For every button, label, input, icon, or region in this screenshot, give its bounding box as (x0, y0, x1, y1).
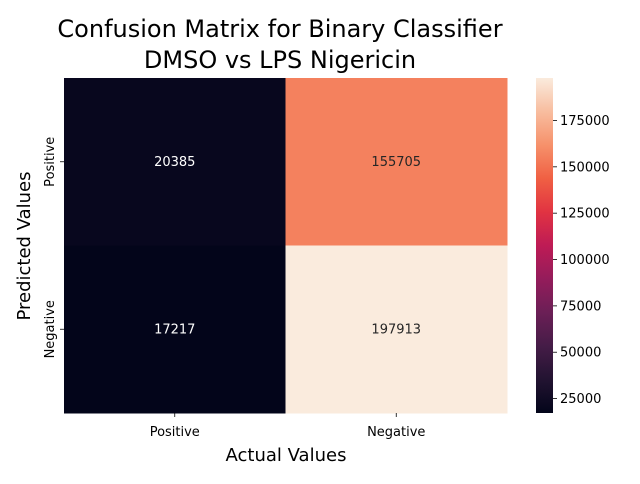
colorbar-tick-label: 150000 (560, 160, 610, 175)
x-axis-ticks: Positive Negative (150, 413, 425, 440)
heatmap-cell-labels: 20385 155705 17217 197913 (154, 155, 421, 338)
y-axis-ticks: Positive Negative (43, 137, 64, 358)
colorbar-tick-label: 125000 (560, 207, 610, 222)
heatmap-cell (285, 245, 508, 414)
cell-value-label: 20385 (154, 155, 195, 170)
cell-value-label: 197913 (371, 322, 421, 337)
y-axis-label: Predicted Values (14, 171, 35, 320)
heatmap-cell (64, 78, 286, 246)
colorbar-tick-label: 175000 (560, 114, 610, 129)
colorbar-tick-label: 50000 (560, 346, 601, 361)
colorbar (536, 78, 553, 413)
chart-title-line-2: DMSO vs LPS Nigericin (144, 46, 416, 74)
colorbar-tick-label: 25000 (560, 392, 601, 407)
colorbar-tick-label: 75000 (560, 299, 601, 314)
x-tick-label: Negative (367, 425, 425, 440)
y-tick-label: Negative (43, 300, 58, 358)
y-tick-label: Positive (43, 137, 58, 187)
heatmap-cell (285, 78, 508, 246)
x-tick-label: Positive (150, 425, 200, 440)
heatmap-cells (64, 78, 508, 414)
cell-value-label: 17217 (154, 322, 195, 337)
cell-value-label: 155705 (371, 155, 421, 170)
heatmap-cell (64, 245, 286, 414)
colorbar-tick-label: 100000 (560, 253, 610, 268)
chart-title-line-1: Confusion Matrix for Binary Classifier (57, 15, 502, 43)
x-axis-label: Actual Values (226, 445, 347, 466)
colorbar-ticks: 25000 50000 75000 100000 125000 150000 175000 (553, 114, 610, 407)
